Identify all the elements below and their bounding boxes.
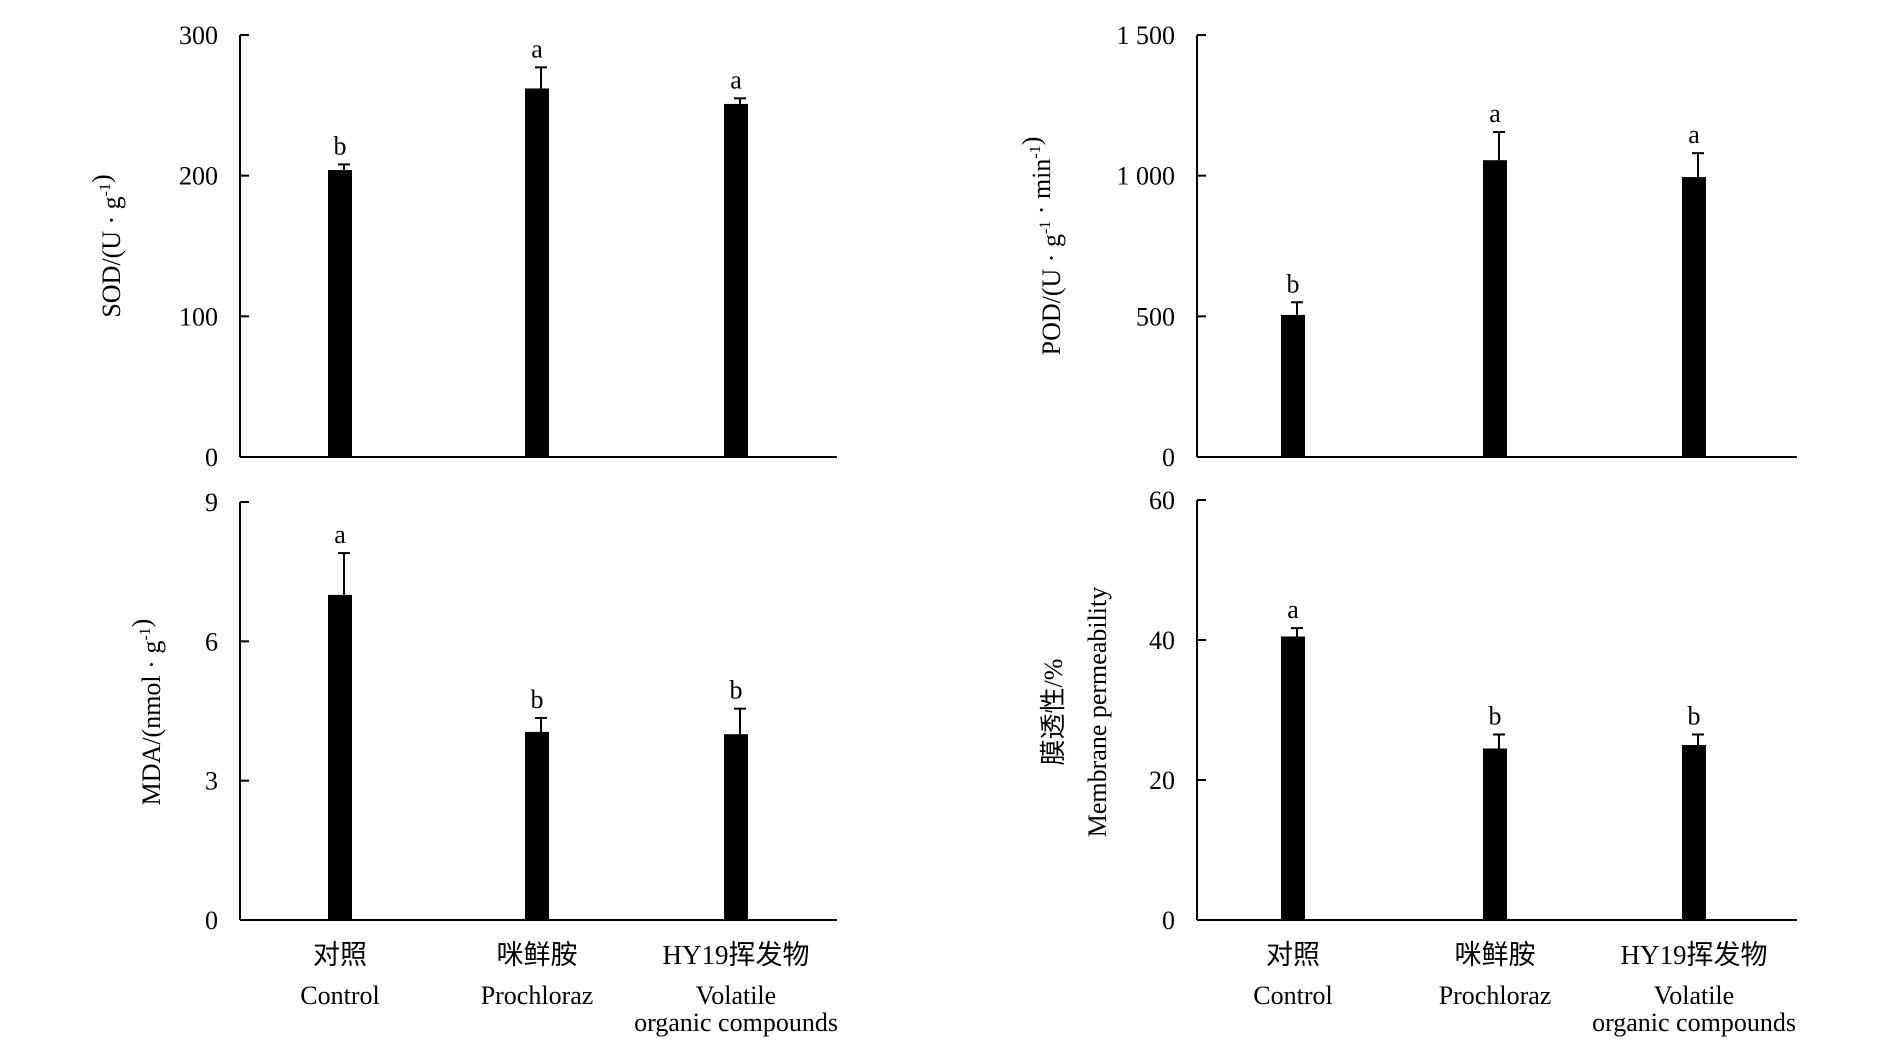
y-tick-label: 60: [1149, 486, 1175, 515]
y-tick-label: 1 500: [1117, 21, 1176, 50]
x-tick-label-en: Prochloraz: [1439, 981, 1552, 1010]
x-tick-label-en: Control: [1253, 981, 1332, 1010]
y-tick-label: 300: [179, 21, 218, 50]
x-tick-label-zh: HY19挥发物: [663, 940, 810, 970]
x-tick-label-zh: HY19挥发物: [1621, 940, 1768, 970]
chart-mda: 0 3 6 9 a b b 对照 Control 咪鲜胺 Prochloraz HY19挥发物 Vola…: [127, 488, 838, 1037]
y-tick-label: 500: [1136, 302, 1175, 331]
y-tick-label: 0: [205, 443, 218, 472]
x-tick-label-zh: 咪鲜胺: [1455, 940, 1536, 970]
y-tick-label: 1 000: [1117, 162, 1176, 191]
x-tick-label-zh: 咪鲜胺: [497, 940, 578, 970]
bar: [1682, 177, 1706, 457]
chart-pod: 0 500 1 000 1 500 b a a POD/(U · g-1 · min-1): [1017, 21, 1797, 472]
significance-letter: a: [1489, 99, 1501, 128]
bar: [1281, 636, 1305, 920]
bar: [525, 731, 549, 920]
significance-letter: a: [730, 65, 742, 94]
bar: [328, 594, 352, 920]
y-tick-label: 20: [1149, 766, 1175, 795]
significance-letter: b: [334, 131, 347, 160]
bar: [328, 170, 352, 458]
bar: [724, 103, 748, 457]
bar: [1483, 748, 1507, 920]
significance-letter: b: [1688, 702, 1701, 731]
y-tick-label: 9: [205, 488, 218, 517]
bar: [724, 734, 748, 920]
significance-letter: b: [1489, 702, 1502, 731]
x-tick-label-zh: 对照: [313, 940, 367, 970]
significance-letter: a: [531, 34, 543, 63]
x-tick-label-en: Volatile: [696, 981, 776, 1010]
significance-letter: a: [1287, 595, 1299, 624]
y-tick-label: 0: [1162, 906, 1175, 935]
x-tick-label-en: organic compounds: [1592, 1008, 1796, 1037]
bar: [1281, 314, 1305, 457]
bar: [1682, 745, 1706, 920]
y-axis-label-secondary: Membrane permeability: [1083, 587, 1112, 838]
bar: [525, 88, 549, 457]
y-axis-label: MDA/(nmol · g-1): [127, 619, 166, 806]
y-tick-label: 40: [1149, 626, 1175, 655]
significance-letter: a: [1688, 120, 1700, 149]
y-tick-label: 100: [179, 302, 218, 331]
chart-membrane-permeability: 0 20 40 60 a b b 对照 Control 咪鲜胺 Prochloraz HY19挥发物 V…: [1039, 486, 1797, 1037]
x-tick-label-en: organic compounds: [634, 1008, 838, 1037]
x-tick-label-zh: 对照: [1266, 940, 1320, 970]
y-tick-label: 3: [205, 767, 218, 796]
bar: [1483, 160, 1507, 457]
chart-sod: 0 100 200 300 b a a SOD/(U · g-1): [87, 21, 837, 472]
x-tick-label-en: Volatile: [1654, 981, 1734, 1010]
y-tick-label: 6: [205, 627, 218, 656]
y-axis-label: POD/(U · g-1 · min-1): [1017, 137, 1066, 356]
significance-letter: b: [730, 676, 743, 705]
x-tick-label-en: Prochloraz: [481, 981, 594, 1010]
x-tick-label-en: Control: [300, 981, 379, 1010]
significance-letter: b: [1287, 269, 1300, 298]
y-axis-label: SOD/(U · g-1): [87, 174, 126, 317]
y-tick-label: 200: [179, 162, 218, 191]
y-tick-label: 0: [1162, 443, 1175, 472]
significance-letter: b: [531, 685, 544, 714]
y-tick-label: 0: [205, 906, 218, 935]
significance-letter: a: [334, 520, 346, 549]
y-axis-label: 膜透性/%: [1039, 659, 1068, 766]
